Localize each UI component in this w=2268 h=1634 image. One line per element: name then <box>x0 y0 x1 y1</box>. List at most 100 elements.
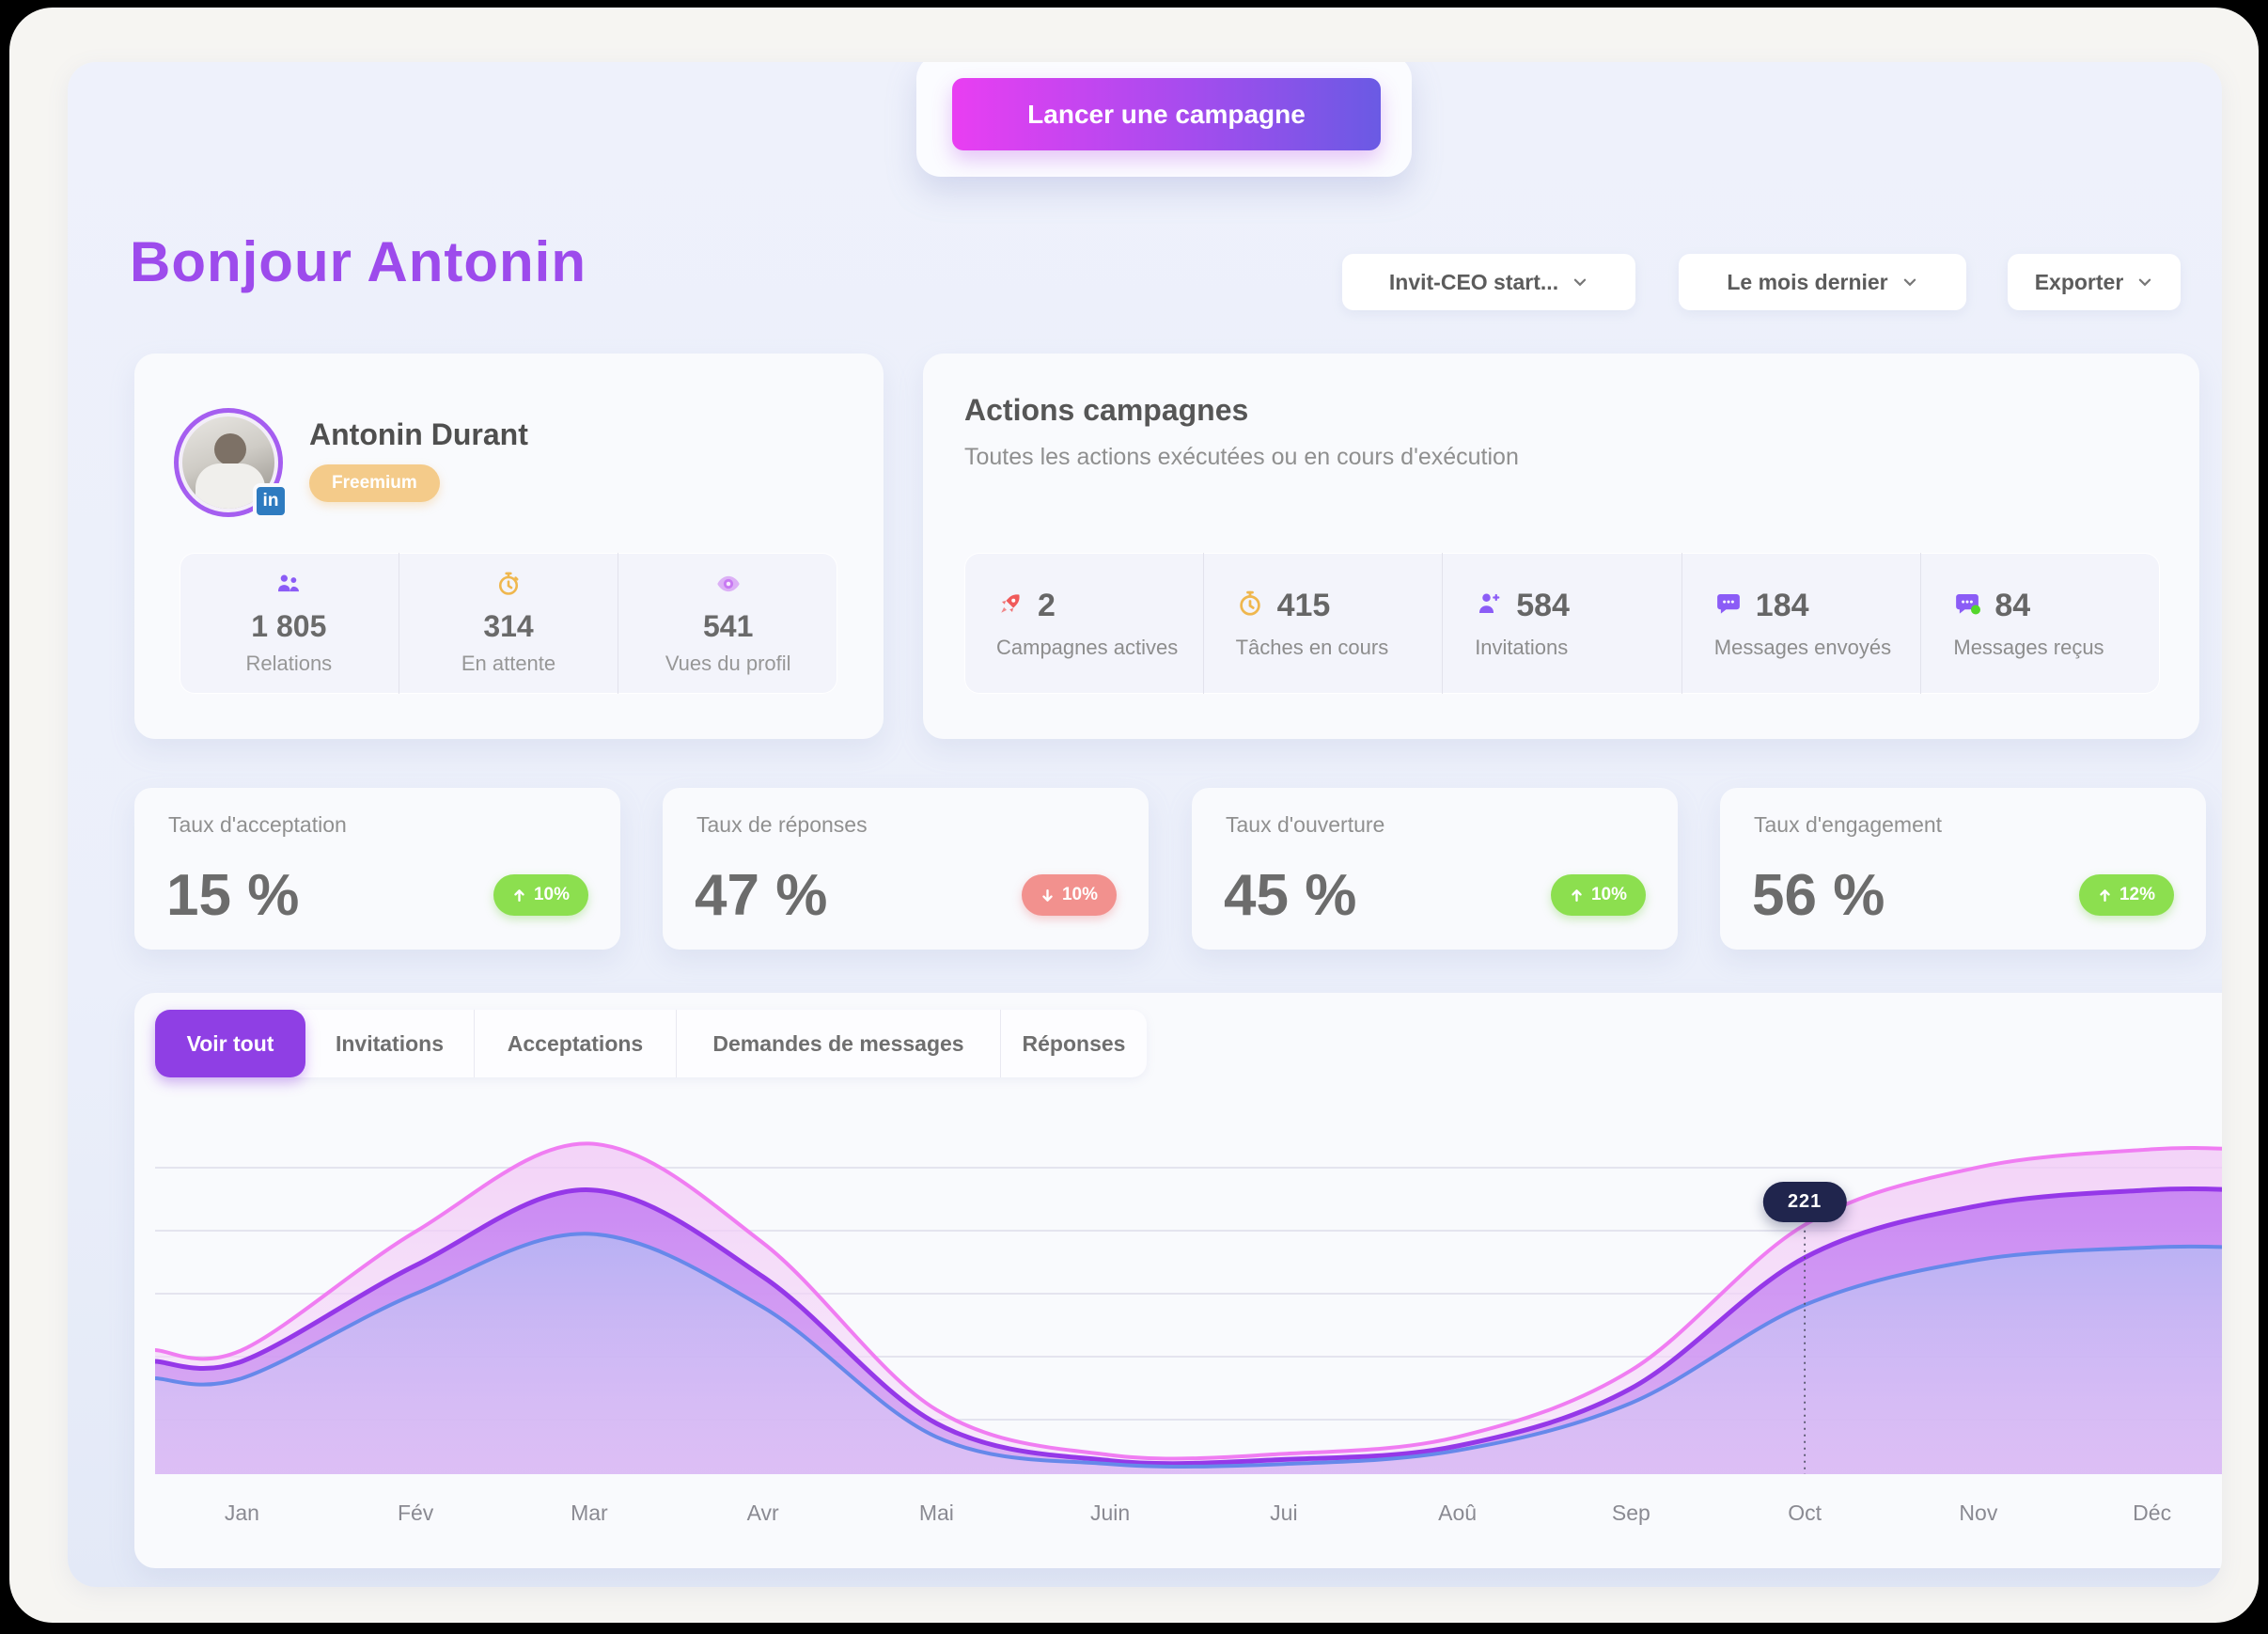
chevron-down-icon <box>1903 278 1916 287</box>
kpi-label: Taux d'engagement <box>1754 812 1943 837</box>
area-blue <box>155 1233 2222 1474</box>
plan-badge: Freemium <box>309 464 440 502</box>
stat-label: Vues du profil <box>665 652 791 675</box>
stat-messages-received: 84 Messages reçus <box>1921 553 2160 694</box>
month-label: Mai <box>918 1500 954 1525</box>
stat-value: 314 <box>483 609 534 643</box>
kpi-value: 45 % <box>1224 863 1357 928</box>
kpi-delta-badge: 10% <box>493 874 588 916</box>
avatar: in <box>174 408 289 519</box>
gridline <box>155 1293 2222 1295</box>
kpi-value: 56 % <box>1752 863 1885 928</box>
stat-pending: 314 En attente <box>399 553 619 694</box>
chart-card: Voir tout Invitations Acceptations Deman… <box>134 993 2222 1568</box>
stat-relations: 1 805 Relations <box>180 553 399 694</box>
rocket-icon <box>996 589 1025 622</box>
month-label: Fév <box>397 1500 434 1525</box>
tab-acceptations[interactable]: Acceptations <box>475 1010 677 1077</box>
kpi-engagement-card: Taux d'engagement 56 % 12% <box>1720 788 2206 950</box>
month-label: Jui <box>1270 1500 1298 1525</box>
chat-bubble-dot-icon <box>1953 589 1981 622</box>
kpi-delta-badge: 10% <box>1550 874 1646 916</box>
stat-profile-views: 541 Vues du profil <box>618 553 837 694</box>
profile-stats: 1 805 Relations 314 En attente 541 Vues … <box>180 553 837 694</box>
actions-stats: 2 Campagnes actives 415 Tâches en cours <box>964 553 2160 694</box>
stat-value: 541 <box>702 609 754 643</box>
stat-label: En attente <box>461 652 556 675</box>
campaign-select[interactable]: Invit-CEO start... <box>1342 254 1635 310</box>
stat-invitations: 584 Invitations <box>1443 553 1682 694</box>
kpi-label: Taux d'acceptation <box>168 812 347 837</box>
actions-title: Actions campagnes <box>964 393 1249 427</box>
stat-value: 415 <box>1276 587 1331 623</box>
linkedin-icon: in <box>253 483 289 519</box>
filter-row: Invit-CEO start... Le mois dernier Expor… <box>68 254 2222 310</box>
arrow-up-icon <box>2100 888 2110 902</box>
tab-voir-tout[interactable]: Voir tout <box>155 1010 305 1077</box>
stat-value: 84 <box>1994 587 2031 623</box>
profile-name: Antonin Durant <box>309 417 528 451</box>
month-label: Oct <box>1788 1500 1822 1525</box>
stat-label: Relations <box>245 652 333 675</box>
kpi-value: 47 % <box>695 863 828 928</box>
actions-card: Actions campagnes Toutes les actions exé… <box>923 354 2199 739</box>
gridline <box>155 1230 2222 1232</box>
dashboard-panel: Lancer une campagne Bonjour Antonin Invi… <box>68 62 2222 1587</box>
line-pink <box>155 1143 2222 1458</box>
stat-value: 584 <box>1516 587 1570 623</box>
gridline <box>155 1356 2222 1358</box>
stat-label: Messages reçus <box>1953 635 2104 659</box>
kpi-delta-badge: 10% <box>1021 874 1117 916</box>
stopwatch-icon <box>495 571 522 602</box>
kpi-label: Taux d'ouverture <box>1226 812 1385 837</box>
chart-tooltip: 221 <box>1762 1181 1847 1222</box>
month-label: Jan <box>224 1500 259 1525</box>
kpi-open-rate-card: Taux d'ouverture 45 % 10% <box>1192 788 1678 950</box>
people-icon <box>275 571 302 602</box>
stat-tasks: 415 Tâches en cours <box>1204 553 1444 694</box>
chat-bubble-icon <box>1714 589 1743 622</box>
area-chart[interactable]: 221 <box>155 1120 2222 1474</box>
kpi-delta: 12% <box>2119 885 2155 904</box>
eye-icon <box>715 571 742 602</box>
kpi-delta-badge: 12% <box>2078 874 2174 916</box>
stat-label: Invitations <box>1475 635 1569 659</box>
export-button-label: Exporter <box>2034 269 2124 294</box>
chart-tabs: Voir tout Invitations Acceptations Deman… <box>155 1010 1147 1077</box>
chevron-down-icon <box>2139 278 2151 287</box>
app-window: Lancer une campagne Bonjour Antonin Invi… <box>9 8 2259 1623</box>
kpi-value: 15 % <box>166 863 300 928</box>
arrow-up-icon <box>1572 888 1582 902</box>
kpi-delta: 10% <box>533 885 570 904</box>
stopwatch-icon <box>1236 589 1264 622</box>
tab-invitations[interactable]: Invitations <box>305 1010 475 1077</box>
period-select-label: Le mois dernier <box>1727 269 1888 294</box>
stat-label: Tâches en cours <box>1235 635 1389 659</box>
export-button[interactable]: Exporter <box>2008 254 2181 310</box>
arrow-up-icon <box>514 888 524 902</box>
month-label: Avr <box>746 1500 779 1525</box>
period-select[interactable]: Le mois dernier <box>1679 254 1966 310</box>
kpi-acceptance-card: Taux d'acceptation 15 % 10% <box>134 788 620 950</box>
month-label: Mar <box>571 1500 608 1525</box>
page-title: Bonjour Antonin <box>130 230 587 293</box>
campaign-select-label: Invit-CEO start... <box>1388 269 1559 294</box>
kpi-delta: 10% <box>1590 885 1627 904</box>
line-purple <box>155 1188 2222 1463</box>
person-plus-icon <box>1475 589 1503 622</box>
stat-active-campaigns: 2 Campagnes actives <box>964 553 1204 694</box>
actions-subtitle: Toutes les actions exécutées ou en cours… <box>964 444 1519 470</box>
stat-label: Messages envoyés <box>1713 635 1892 659</box>
chevron-down-icon <box>1573 278 1587 287</box>
stat-label: Campagnes actives <box>996 635 1179 659</box>
launch-campaign-button[interactable]: Lancer une campagne <box>952 78 1381 150</box>
profile-card: in Antonin Durant Freemium 1 805 Relatio… <box>134 354 884 739</box>
tab-demandes-messages[interactable]: Demandes de messages <box>677 1010 1001 1077</box>
kpi-label: Taux de réponses <box>696 812 868 837</box>
month-label: Sep <box>1611 1500 1650 1525</box>
tab-reponses[interactable]: Réponses <box>1022 1030 1126 1056</box>
gridline <box>155 1419 2222 1421</box>
gridline <box>155 1167 2222 1169</box>
stat-value: 184 <box>1755 587 1809 623</box>
month-label: Juin <box>1090 1500 1131 1525</box>
